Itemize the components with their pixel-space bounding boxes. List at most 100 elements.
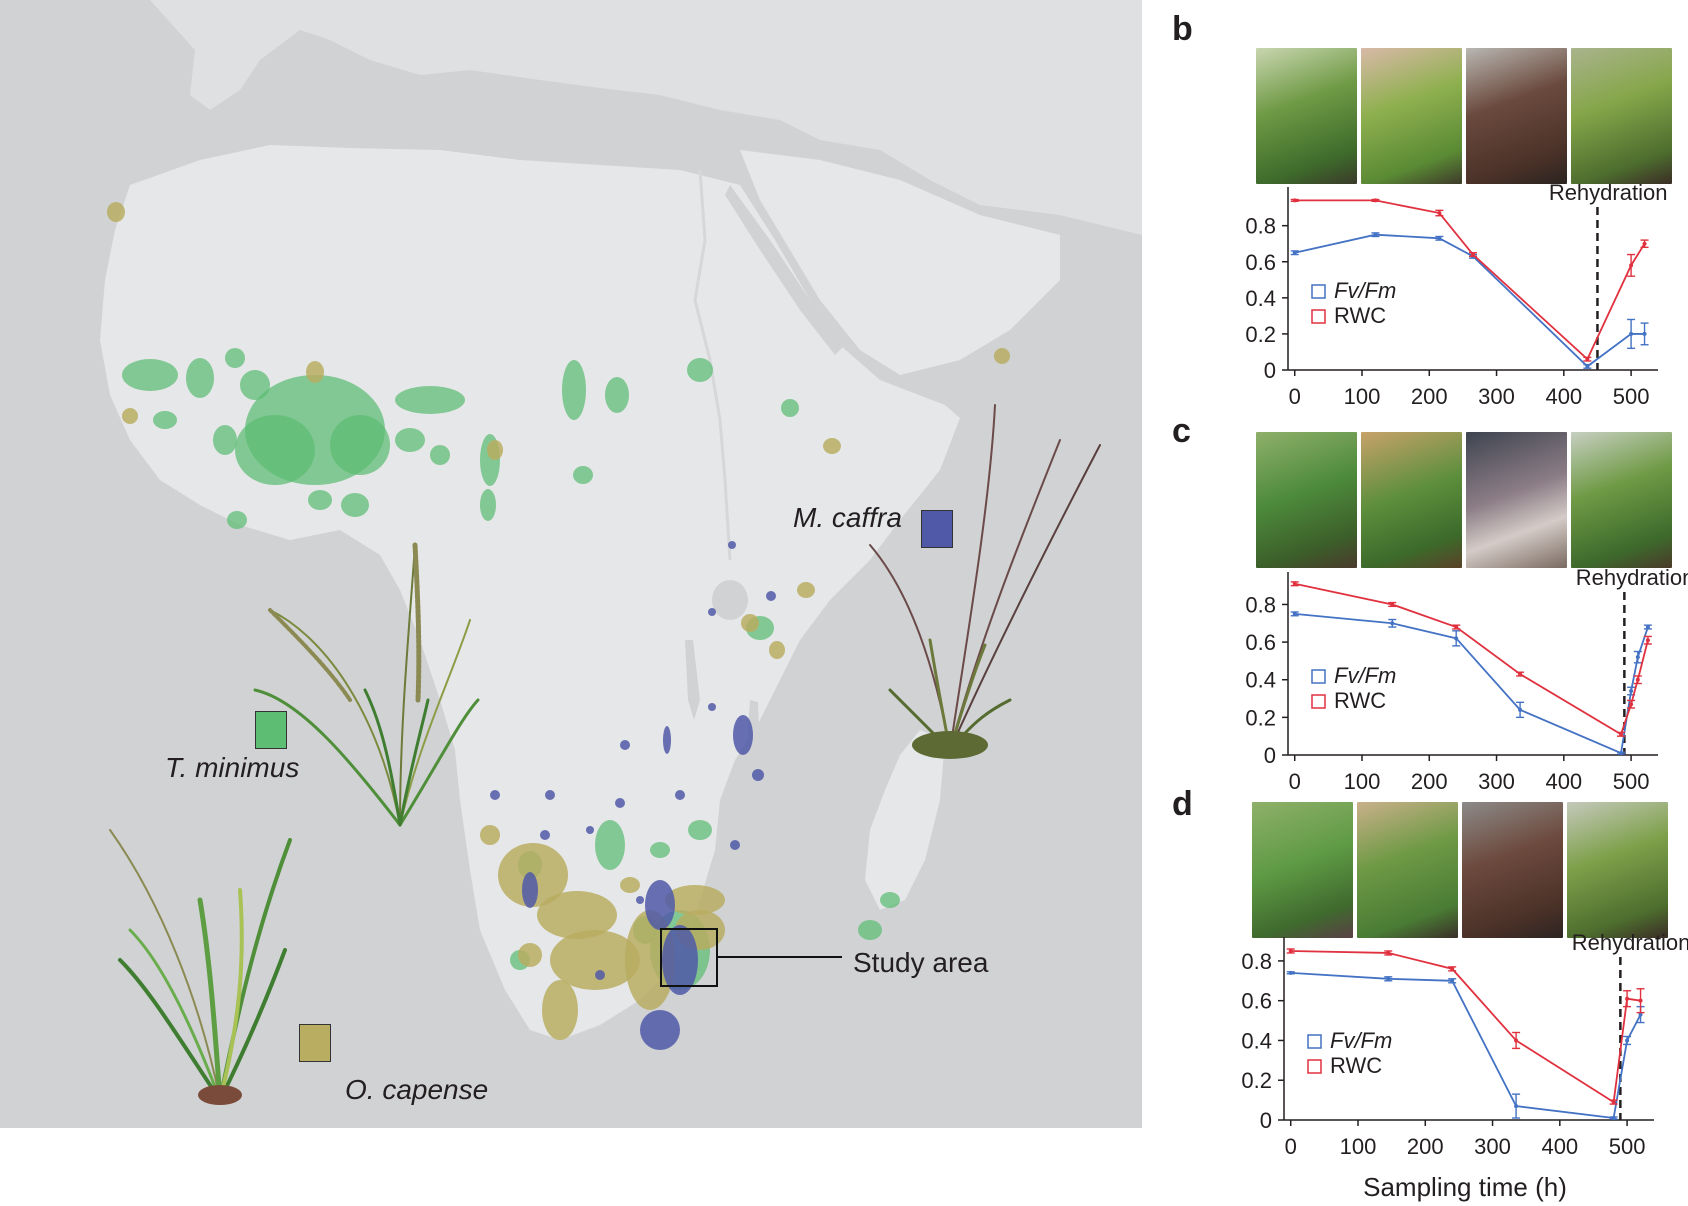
data-point (1518, 672, 1523, 677)
data-point (1292, 198, 1297, 203)
rehydration-label: Rehydration (1549, 180, 1668, 205)
panel-label-b: b (1172, 10, 1193, 48)
data-point (1373, 198, 1378, 203)
legend-marker-rwc (1307, 1059, 1322, 1074)
species-label-m-caffra: M. caffra (793, 502, 902, 533)
legend-marker-rwc (1311, 309, 1326, 324)
red-sea (725, 185, 845, 355)
lake-victoria (712, 580, 748, 620)
x-tick-label: 300 (1474, 1134, 1511, 1159)
chart-c: 0 0.2 0.4 0.6 0.8 0 100 200 300 400 500 Rehydration… (1245, 565, 1688, 794)
legend-swatch-m-caffra (921, 510, 953, 548)
data-point (1386, 976, 1391, 981)
y-tick-label: 0.8 (1245, 214, 1276, 239)
series-line-rwc (1290, 950, 1641, 1104)
plant-photo-d-2 (1357, 802, 1458, 938)
study-area-label: Study area (853, 947, 989, 978)
legend-marker-fvfm (1307, 1034, 1322, 1049)
data-point (1611, 1100, 1616, 1105)
x-tick-label: 0 (1289, 384, 1301, 409)
data-point (1629, 331, 1634, 336)
x-tick-label: 500 (1613, 769, 1650, 794)
x-tick-label: 500 (1613, 384, 1650, 409)
data-point (1450, 966, 1455, 971)
data-point (1390, 621, 1395, 626)
plant-photo-d-1 (1252, 802, 1353, 938)
data-point (1638, 998, 1643, 1003)
y-tick-label: 0.4 (1245, 668, 1276, 693)
y-tick-label: 0.6 (1245, 630, 1276, 655)
data-point (1450, 978, 1455, 983)
y-tick-label: 0 (1260, 1108, 1272, 1133)
x-tick-label: 300 (1478, 384, 1515, 409)
legend-swatch-t-minimus (255, 711, 287, 749)
m-caffra-plant-illustration (869, 404, 1101, 759)
x-tick-label: 300 (1478, 769, 1515, 794)
species-label-o-capense: O. capense (345, 1074, 489, 1105)
plant-photo-d-3 (1462, 802, 1563, 938)
arabia-land (740, 150, 1060, 375)
o-capense-distribution (107, 202, 1010, 1040)
data-point (1629, 263, 1634, 268)
legend-label-fvfm: Fv/Fm (1330, 1028, 1392, 1053)
chart-d: 0 0.2 0.4 0.6 0.8 0 100 200 300 400 500 Rehydration… (1241, 930, 1688, 1159)
y-tick-label: 0.4 (1241, 1028, 1272, 1053)
photo-strip-c (1256, 432, 1672, 568)
x-tick-label: 200 (1411, 384, 1448, 409)
m-caffra-distribution (490, 541, 776, 1050)
plant-photo-c-1 (1256, 432, 1357, 568)
y-tick-label: 0.2 (1245, 322, 1276, 347)
x-tick-label: 100 (1344, 769, 1381, 794)
x-tick-label: 500 (1609, 1134, 1646, 1159)
data-point (1454, 625, 1459, 630)
y-tick-label: 0 (1264, 358, 1276, 383)
legend-marker-fvfm (1311, 669, 1326, 684)
data-point (1625, 996, 1630, 1001)
data-point (1645, 625, 1650, 630)
x-tick-label: 100 (1344, 384, 1381, 409)
data-point (1437, 236, 1442, 241)
species-label-t-minimus: T. minimus (165, 752, 300, 783)
panel-label-d: d (1172, 785, 1193, 823)
nile-river (693, 169, 732, 561)
lake-malawi (748, 700, 760, 765)
data-point (1585, 357, 1590, 362)
data-point (1629, 689, 1634, 694)
data-point (1619, 732, 1623, 737)
t-minimus-plant-illustration (253, 542, 480, 827)
data-point (1642, 331, 1647, 336)
legend-label-fvfm: Fv/Fm (1334, 663, 1396, 688)
data-point (1390, 602, 1395, 607)
legend-label-fvfm: Fv/Fm (1334, 278, 1396, 303)
legend-swatch-o-capense (299, 1024, 331, 1062)
data-point (1611, 1116, 1616, 1121)
plant-photo-c-4 (1571, 432, 1672, 568)
y-tick-label: 0.6 (1241, 989, 1272, 1014)
data-point (1619, 751, 1623, 756)
y-tick-label: 0.4 (1245, 286, 1276, 311)
x-tick-label: 0 (1285, 1134, 1297, 1159)
africa-map-svg (100, 0, 1142, 1105)
data-point (1288, 948, 1293, 953)
x-tick-label: 200 (1411, 769, 1448, 794)
data-point (1292, 611, 1297, 616)
data-point (1514, 1038, 1519, 1043)
mediterranean-sea (280, 85, 740, 160)
data-point (1386, 950, 1391, 955)
plant-photo-b-1 (1256, 48, 1357, 184)
plant-photo-d-4 (1567, 802, 1668, 938)
data-point (1518, 707, 1523, 712)
data-point (1292, 250, 1297, 255)
data-point (1585, 364, 1590, 369)
data-point (1638, 1012, 1643, 1017)
europe-land (150, 0, 1142, 235)
y-tick-label: 0.6 (1245, 250, 1276, 275)
rehydration-label: Rehydration (1576, 565, 1688, 590)
legend-marker-fvfm (1311, 284, 1326, 299)
plant-photo-b-4 (1571, 48, 1672, 184)
data-point (1288, 970, 1293, 975)
data-point (1373, 232, 1378, 237)
data-point (1629, 702, 1634, 707)
x-axis-label: Sampling time (h) (1363, 1172, 1567, 1202)
x-tick-label: 0 (1289, 769, 1301, 794)
